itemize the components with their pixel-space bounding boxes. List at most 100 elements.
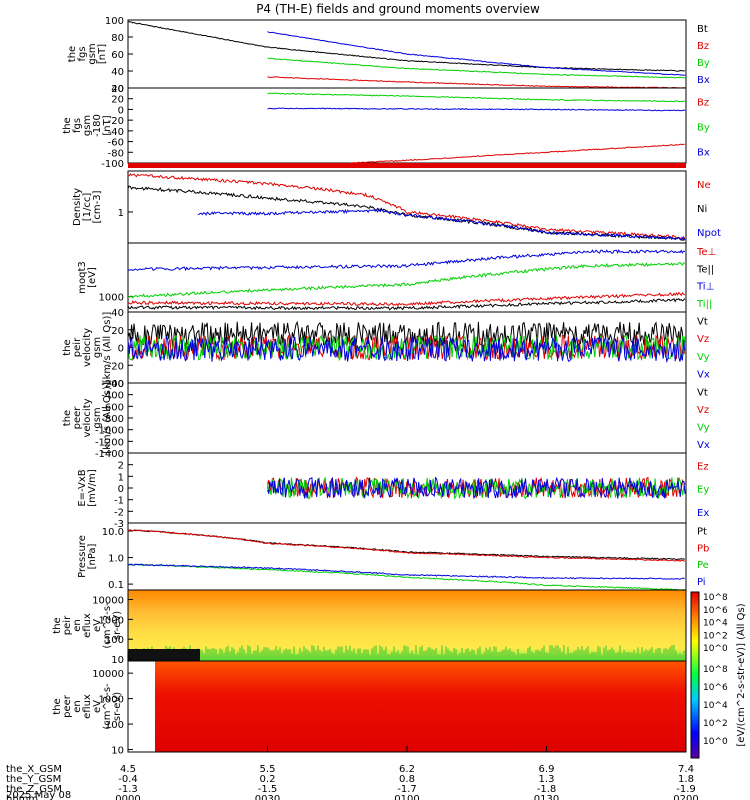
y-tick-label: -200 (101, 379, 124, 390)
y-tick-label: 1 (118, 472, 124, 483)
y-axis-label: -180 (92, 114, 103, 137)
legend-Bx: Bx (697, 75, 710, 86)
y-axis-label: gsm (82, 115, 93, 136)
y-axis-label: en (72, 619, 83, 632)
time-axis-value: 4.5 (120, 764, 136, 775)
y-tick-label: -600 (101, 402, 124, 413)
panel-frame-2 (127, 87, 687, 164)
legend-Vz: Vz (697, 334, 709, 345)
y-tick-label: 10.0 (102, 527, 124, 538)
y-tick-label: -2 (114, 507, 124, 518)
y-axis-label: moqt3 (77, 261, 88, 294)
time-axis-value: 0100 (394, 794, 419, 800)
y-axis-label: peir (72, 337, 83, 357)
colorbar-tick-label: 10^0 (703, 737, 728, 747)
y-axis-label: peir (62, 615, 73, 635)
legend-Ti⊥: Ti⊥ (696, 282, 714, 293)
y-tick-label: 20 (111, 326, 124, 337)
series-line-Bz (351, 143, 685, 164)
series-line-By (267, 92, 686, 103)
y-tick-label: 100 (105, 635, 124, 646)
time-axis-value: 0030 (255, 794, 280, 800)
series-line-Bx (267, 107, 686, 112)
chart-title: P4 (TH-E) fields and ground moments over… (256, 2, 540, 16)
panel-6: -200-400-600-800-1000-1200-1400 the peer ve… (62, 379, 710, 460)
y-axis-label: (cm^2-s- (102, 683, 113, 730)
series-line-Bx (267, 31, 686, 76)
time-axis-value: 0.2 (260, 774, 276, 785)
legend-By: By (697, 58, 710, 69)
time-axis-value: 0200 (673, 794, 698, 800)
y-tick-label: 0 (118, 105, 124, 116)
spectrogram-9 (128, 590, 686, 661)
y-axis-label: [nT] (102, 115, 113, 135)
y-axis-label: the (62, 410, 73, 426)
legend-Vt: Vt (697, 316, 708, 327)
time-axis-row-label: the_Y_GSM (6, 774, 61, 785)
colorbar-tick-label: 10^4 (703, 701, 728, 711)
time-axis-value: 5.5 (260, 764, 276, 775)
colorbar-tick-label: 10^6 (703, 606, 728, 616)
y-axis-label: en (72, 700, 83, 713)
colorbar-tick-label: 10^2 (703, 719, 728, 729)
time-axis-value: 6.9 (539, 764, 555, 775)
panel-5: 40 20 0 -20 -40 the peir velocity gsm [km/s (All … (62, 308, 710, 390)
series-line-Ti⊥ (127, 249, 685, 272)
y-axis-label: sr-eV) (112, 611, 123, 640)
y-axis-label: [km/s (All Qs)] (102, 312, 113, 384)
y-axis-label: [eV] (87, 267, 98, 288)
y-axis-label: the (52, 617, 63, 633)
time-axis-value: -1.9 (676, 784, 696, 795)
y-axis-label: [km/s (All Qs)] (102, 382, 113, 454)
legend-Bx: Bx (697, 148, 710, 159)
series-line-Te|| (127, 298, 686, 311)
y-axis-label: the (67, 46, 78, 62)
y-axis-label: peer (72, 406, 83, 430)
y-tick-label: 10000 (92, 669, 124, 680)
series-line-Pt (127, 529, 686, 561)
y-tick-label: 1 (118, 208, 124, 219)
y-tick-label: -40 (108, 379, 124, 390)
panel-8: 10.0 1.0 0.1 Pressure [nPa] Pt Pb Pe Pi (77, 522, 709, 591)
time-axis-value: 1.8 (678, 774, 694, 785)
series-line-Pi (127, 563, 685, 580)
y-tick-label: -20 (108, 116, 124, 127)
y-axis-label: [nT] (97, 44, 108, 64)
colorbar-tick-label: 10^8 (703, 593, 728, 603)
y-tick-label: 1000 (99, 293, 124, 304)
time-axis-row-label: hhmm (6, 794, 38, 800)
y-tick-label: -20 (108, 361, 124, 372)
legend-Vz: Vz (697, 405, 709, 416)
separator-bar (128, 163, 686, 168)
legend-Vy: Vy (697, 352, 710, 363)
y-tick-label: 0 (118, 484, 124, 495)
colorbar-tick-label: 10^2 (703, 631, 728, 641)
series-line-Pe (127, 563, 685, 591)
y-axis-label: eV (92, 619, 103, 632)
time-axis-value: 6.2 (399, 764, 415, 775)
time-axis-date: 2025 May 08 (6, 790, 71, 800)
series-line-Ti|| (127, 261, 685, 299)
legend-Vy: Vy (697, 422, 710, 433)
legend-Pb: Pb (697, 543, 709, 554)
colorbar-tick-label: 10^4 (703, 619, 728, 629)
legend-Ni: Ni (697, 204, 707, 215)
legend-Bz: Bz (697, 41, 709, 52)
legend-Vx: Vx (697, 370, 710, 381)
colorbar-label: [eV/(cm^2-s-str-eV)] (All Qs) (736, 603, 747, 746)
time-axis-value: -1.7 (397, 784, 417, 795)
series-line-By (267, 57, 686, 79)
time-axis: the_X_GSM 4.5 5.5 6.2 6.9 7.4 the_Y_GSM -0.4 0.2… (6, 746, 699, 800)
series-line-Ne (127, 173, 686, 240)
y-tick-label: 1000 (99, 615, 124, 626)
series-line-Vt (127, 320, 686, 348)
y-axis-label: the (62, 117, 73, 133)
legend-Te||: Te|| (696, 264, 714, 275)
y-tick-label: 1000 (99, 695, 124, 706)
y-axis-label: eflux (82, 613, 93, 638)
panel-4: 1000 moqt3 [eV] Te⊥ Te|| Ti⊥ Ti|| (77, 242, 716, 313)
legend-Ey: Ey (697, 485, 709, 496)
y-tick-label: 10 (111, 655, 124, 666)
